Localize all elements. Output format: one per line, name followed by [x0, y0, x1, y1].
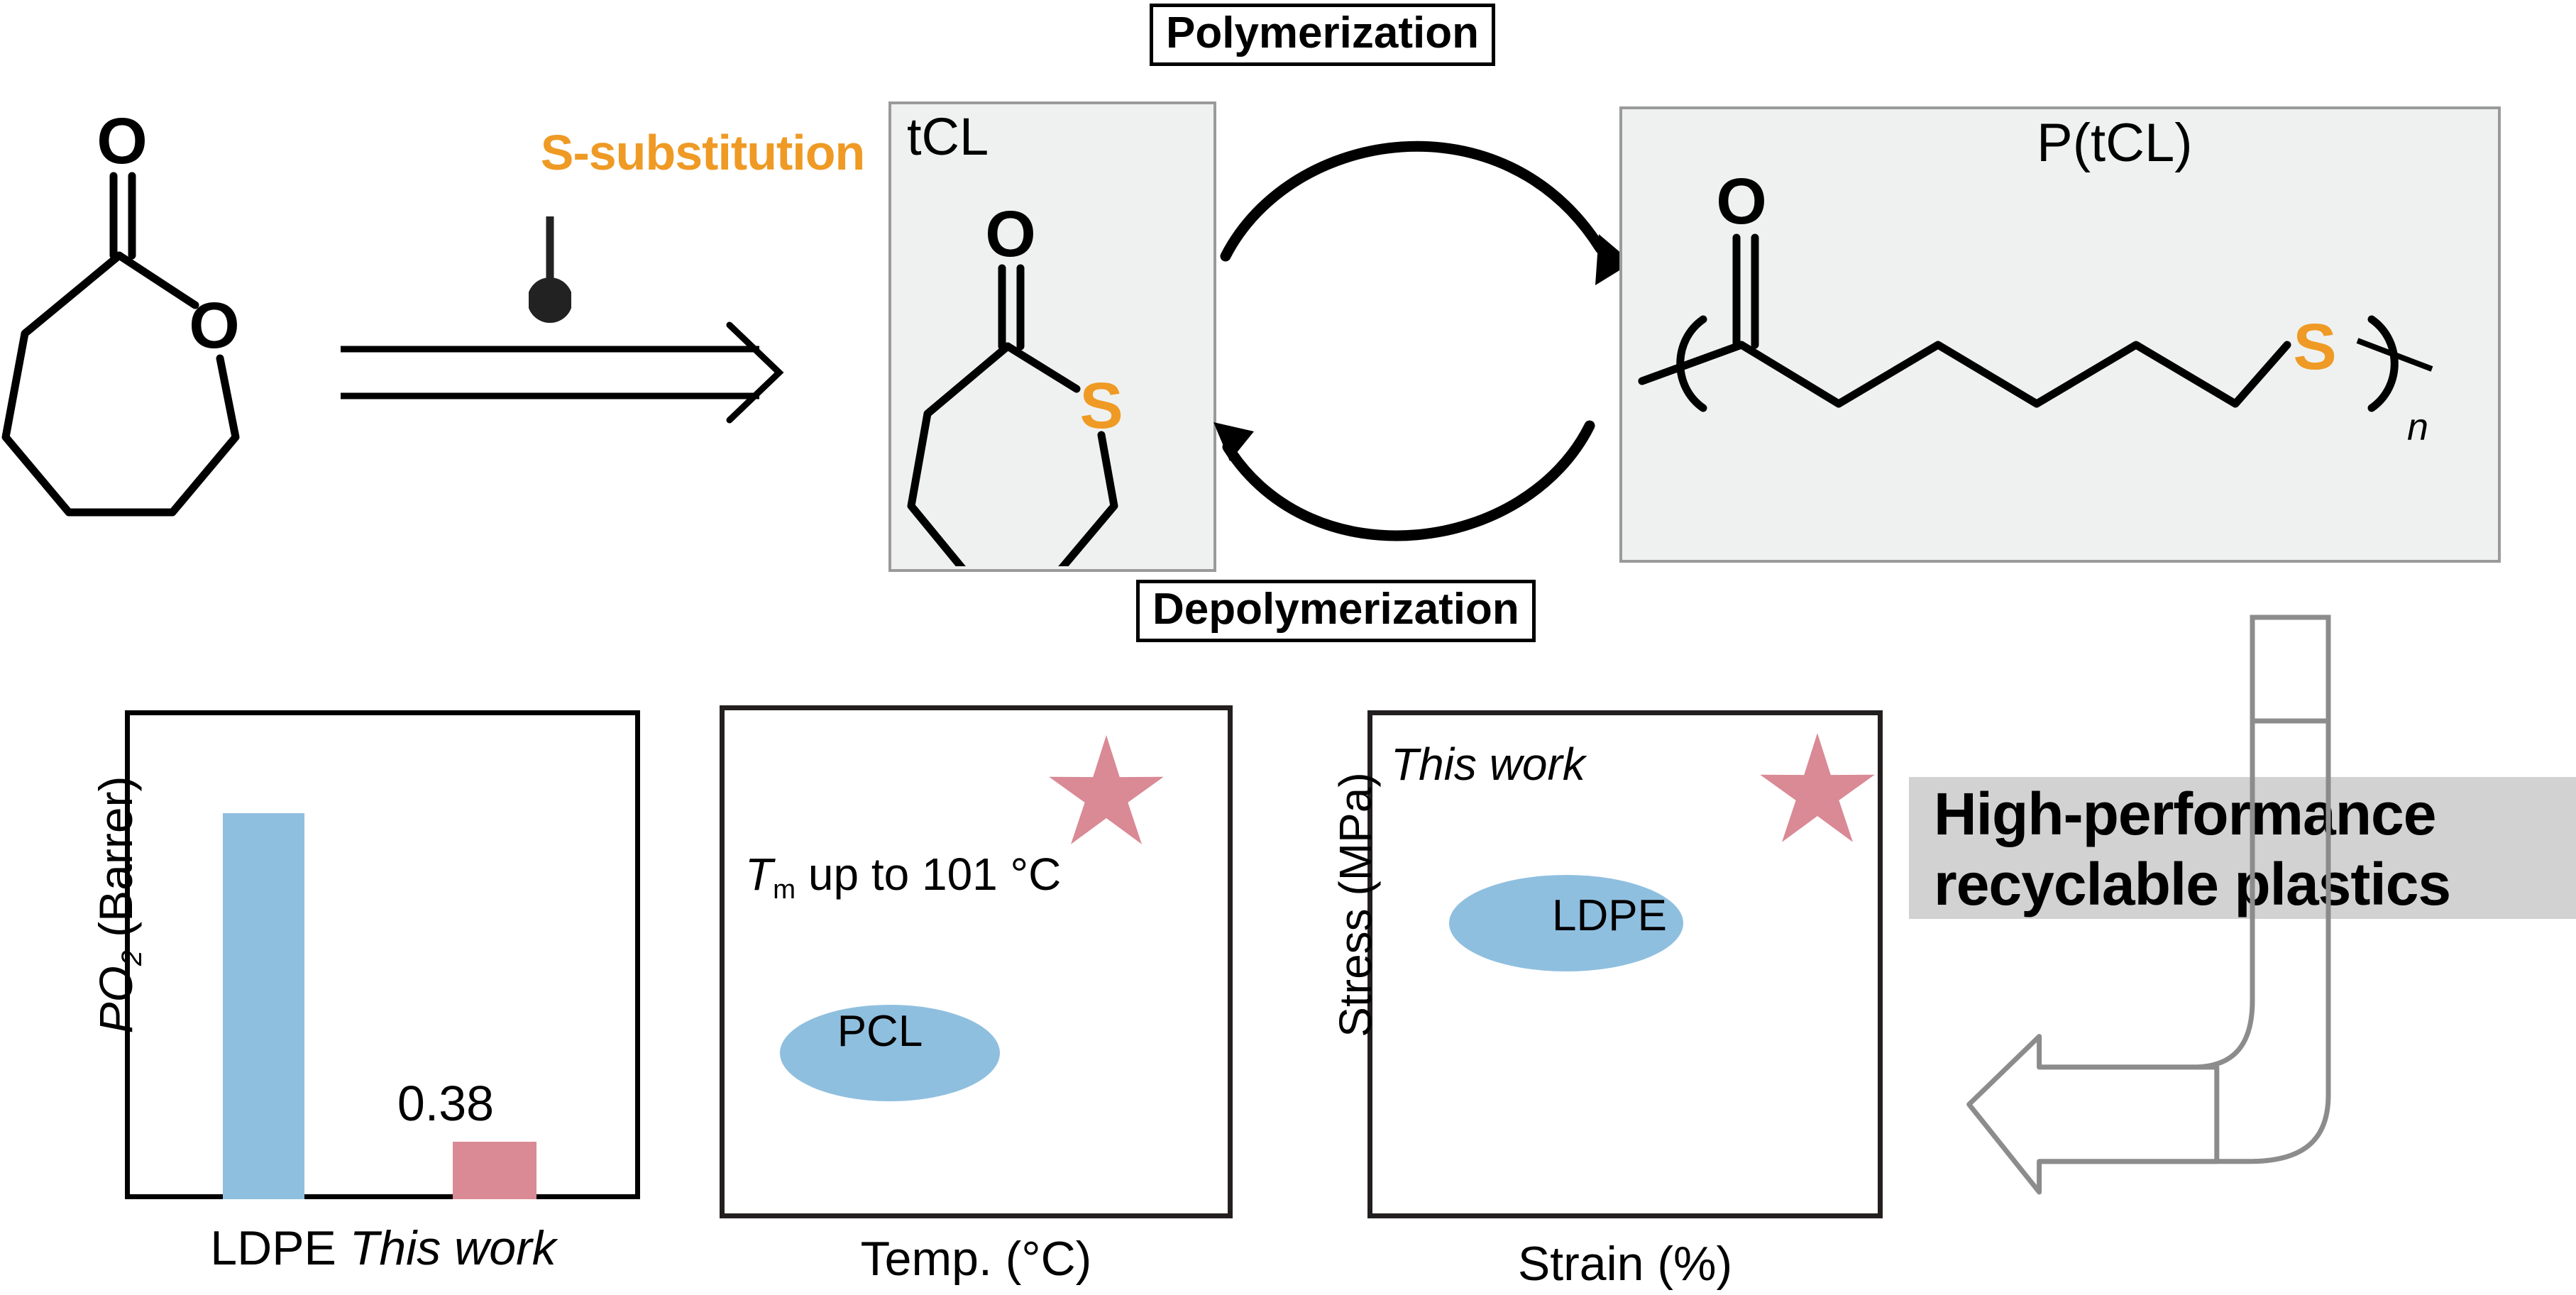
svg-text:O: O — [189, 290, 240, 362]
svg-text:O: O — [97, 105, 148, 177]
svg-text:S: S — [1079, 370, 1123, 442]
svg-text:O: O — [985, 198, 1036, 270]
svg-text:0.38: 0.38 — [397, 1076, 494, 1131]
svg-text:S: S — [2293, 311, 2336, 383]
svg-text:O: O — [1716, 165, 1767, 238]
svg-text:n: n — [2407, 406, 2428, 448]
